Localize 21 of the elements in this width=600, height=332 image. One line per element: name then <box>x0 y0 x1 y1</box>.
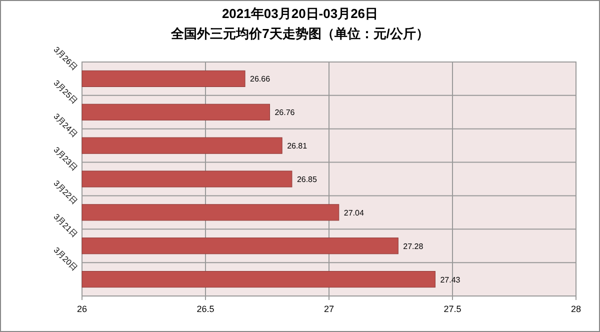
chart-title: 2021年03月20日-03月26日 <box>222 6 378 21</box>
x-tick-label: 27.5 <box>444 304 462 314</box>
data-label: 26.85 <box>296 175 318 184</box>
y-tick-label: 3月20日 <box>52 246 79 273</box>
y-tick-label: 3月22日 <box>52 178 79 206</box>
data-label: 26.81 <box>287 142 308 151</box>
x-tick-label: 26 <box>76 304 88 314</box>
data-label: 26.66 <box>250 74 271 84</box>
y-tick-label: 3月25日 <box>52 78 79 106</box>
data-label: 26.76 <box>274 108 296 118</box>
data-label: 27.04 <box>344 208 364 218</box>
y-tick-label: 3月21日 <box>52 212 79 240</box>
data-label: 27.43 <box>440 275 461 284</box>
y-tick-label: 3月24日 <box>52 112 79 139</box>
x-tick-label: 26.5 <box>196 304 214 314</box>
y-tick-label: 3月23日 <box>52 145 79 172</box>
x-tick-label: 27 <box>324 304 334 314</box>
chart-subtitle: 全国外三元均价7天走势图（单位：元/公斤） <box>170 26 429 41</box>
y-tick-label: 3月26日 <box>52 45 79 72</box>
data-label: 27.28 <box>403 242 424 251</box>
x-tick-label: 28 <box>570 304 582 314</box>
